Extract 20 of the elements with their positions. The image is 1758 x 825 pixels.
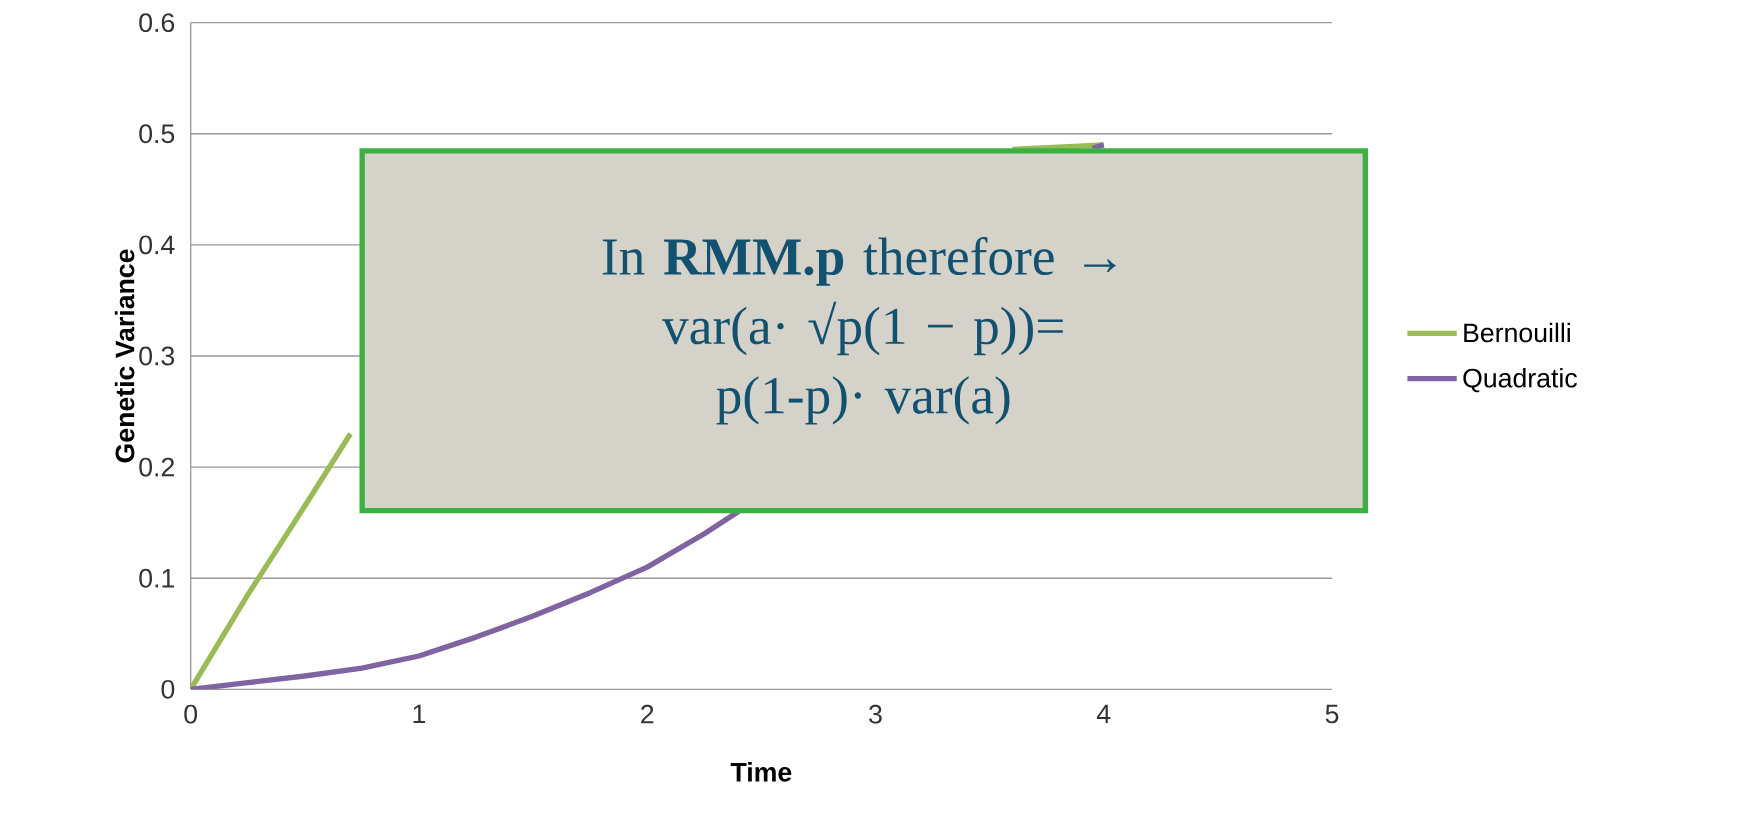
x-tick-label: 5 [1325,704,1339,724]
annotation: p(1-p)· var(a) [716,376,1010,425]
y-tick-label: 0.3 [139,346,175,366]
y-tick-label: 0.1 [139,568,174,588]
y-axis-title: Genetic Variance [114,249,135,463]
y-tick-label: 0.6 [139,13,175,33]
x-axis-title: Time [730,762,792,782]
legend-label: Bernouilli [1464,322,1570,343]
annotation: In RMM.p therefore → [602,236,1116,286]
y-tick-label: 0.2 [139,457,174,477]
annotation: var(a· √p(1 − p))= [662,301,1063,356]
x-tick-label: 2 [641,704,654,724]
y-tick-label: 0.5 [139,124,175,144]
y-tick-label: 0.4 [139,235,175,255]
x-tick-label: 4 [1096,704,1111,724]
x-tick-label: 1 [413,704,426,724]
legend-label: Quadratic [1463,368,1577,393]
y-tick-label: 0 [161,679,175,699]
x-tick-label: 0 [184,704,198,724]
x-tick-label: 3 [869,704,882,724]
